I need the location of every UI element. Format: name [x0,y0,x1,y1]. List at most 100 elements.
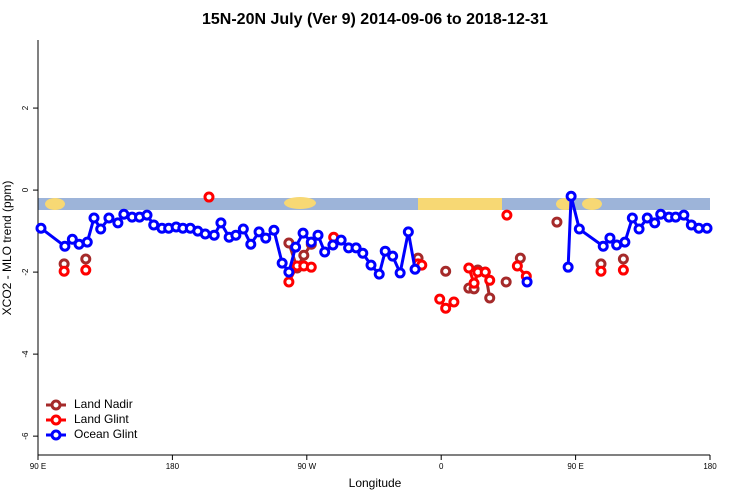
point [305,261,317,273]
point [641,212,653,224]
point [440,265,452,277]
point [283,266,295,278]
point [402,226,414,238]
point [500,276,512,288]
land-strip [582,198,602,210]
point [562,261,574,273]
point [701,222,713,234]
point [365,259,377,271]
point [297,227,309,239]
point [463,262,475,274]
point [112,217,124,229]
point [633,223,645,235]
land-strip [45,198,65,210]
point [103,212,115,224]
chart-title: 15N-20N July (Ver 9) 2014-09-06 to 2018-… [202,11,548,28]
legend-marker [50,399,62,411]
point [215,217,227,229]
x-tick-label: 180 [166,462,180,471]
point [484,274,496,286]
point [208,229,220,241]
land-strip [418,198,502,210]
point [298,249,310,261]
point [276,257,288,269]
point [617,264,629,276]
point [350,242,362,254]
point [409,263,421,275]
point [58,265,70,277]
point [484,292,496,304]
point [626,212,638,224]
point [468,277,480,289]
point [203,191,215,203]
point [511,260,523,272]
point [95,223,107,235]
y-tick-label: 2 [21,105,30,110]
legend-label: Ocean Glint [74,427,138,441]
point [245,238,257,250]
land-strip [284,197,316,209]
point [66,233,78,245]
point [597,240,609,252]
point [305,236,317,248]
y-tick-label: -2 [21,268,30,276]
legend-label: Land Glint [74,412,129,426]
point [357,247,369,259]
point [199,228,211,240]
ocean-strip [38,198,710,210]
point [260,232,272,244]
map-strip [38,197,710,210]
x-axis-label: Longitude [349,476,402,490]
point [573,223,585,235]
point [448,296,460,308]
x-tick-label: 0 [439,462,444,471]
point [230,229,242,241]
point [312,229,324,241]
point [678,209,690,221]
x-tick-label: 90 E [30,462,46,471]
x-tick-label: 90 E [567,462,583,471]
y-tick-label: -4 [21,350,30,358]
point [283,276,295,288]
point [479,266,491,278]
x-tick-label: 180 [703,462,717,471]
point [434,293,446,305]
point [379,245,391,257]
point [141,209,153,221]
y-axis-label: XCO2 - MLO trend (ppm) [0,181,14,316]
y-tick-label: 0 [21,187,30,192]
legend-marker [50,429,62,441]
point [521,276,533,288]
point [387,250,399,262]
point [80,264,92,276]
point [335,234,347,246]
point [80,253,92,265]
point [373,268,385,280]
point [619,236,631,248]
point [268,224,280,236]
point [59,240,71,252]
point [237,223,249,235]
point [565,190,577,202]
y-tick-label: -6 [21,432,30,440]
point [327,239,339,251]
point [617,253,629,265]
point [604,232,616,244]
point [501,209,513,221]
point [551,216,563,228]
legend-marker [50,414,62,426]
legend-label: Land Nadir [74,397,133,411]
point [649,217,661,229]
point [88,212,100,224]
point [253,226,265,238]
point [319,246,331,258]
point [35,222,47,234]
point [81,236,93,248]
point [440,302,452,314]
point [290,241,302,253]
point [394,267,406,279]
point [595,265,607,277]
x-tick-label: 90 W [297,462,316,471]
